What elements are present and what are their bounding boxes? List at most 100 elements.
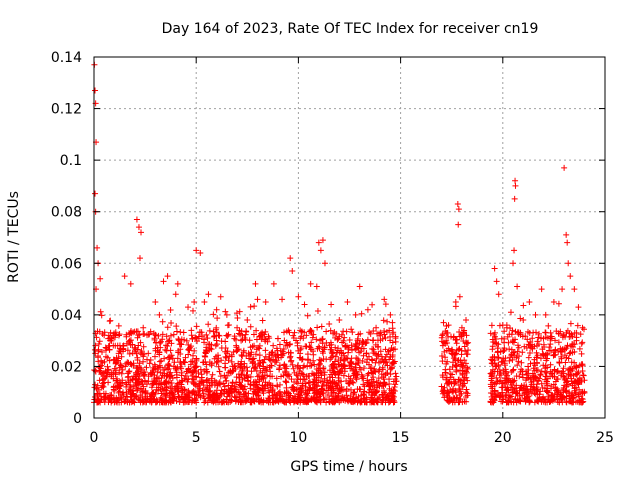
data-point bbox=[314, 307, 321, 314]
data-point bbox=[122, 396, 129, 403]
data-point bbox=[456, 293, 463, 300]
data-point bbox=[181, 386, 188, 393]
data-point bbox=[198, 378, 205, 385]
data-point bbox=[192, 389, 199, 396]
data-point bbox=[197, 329, 204, 336]
data-point bbox=[147, 328, 154, 335]
data-point bbox=[213, 324, 220, 331]
data-point bbox=[134, 379, 141, 386]
data-point bbox=[97, 308, 104, 315]
data-point bbox=[309, 334, 316, 341]
data-point bbox=[247, 303, 254, 310]
data-point bbox=[382, 346, 389, 353]
data-point bbox=[224, 333, 231, 340]
data-point bbox=[496, 366, 503, 373]
data-point bbox=[392, 335, 399, 342]
data-point bbox=[353, 376, 360, 383]
data-point bbox=[166, 373, 173, 380]
data-point bbox=[499, 389, 506, 396]
data-point bbox=[102, 368, 109, 375]
data-point bbox=[343, 328, 350, 335]
data-point bbox=[326, 398, 333, 405]
data-point bbox=[517, 315, 524, 322]
data-point bbox=[291, 369, 298, 376]
data-point bbox=[352, 374, 359, 381]
data-point bbox=[379, 364, 386, 371]
data-point bbox=[560, 365, 567, 372]
data-point bbox=[536, 391, 543, 398]
data-point bbox=[231, 386, 238, 393]
data-point bbox=[126, 382, 133, 389]
data-point bbox=[224, 393, 231, 400]
data-point bbox=[455, 206, 462, 213]
data-point bbox=[203, 366, 210, 373]
data-point bbox=[139, 351, 146, 358]
data-point bbox=[346, 362, 353, 369]
data-point bbox=[488, 377, 495, 384]
data-point bbox=[564, 239, 571, 246]
data-point bbox=[242, 389, 249, 396]
data-point bbox=[261, 356, 268, 363]
data-point bbox=[324, 391, 331, 398]
data-point bbox=[280, 397, 287, 404]
data-point bbox=[206, 327, 213, 334]
data-point bbox=[318, 385, 325, 392]
data-point bbox=[457, 388, 464, 395]
data-point bbox=[320, 355, 327, 362]
data-point bbox=[216, 368, 223, 375]
data-point bbox=[559, 334, 566, 341]
data-point bbox=[168, 340, 175, 347]
data-point bbox=[163, 333, 170, 340]
data-point bbox=[354, 371, 361, 378]
data-point bbox=[171, 359, 178, 366]
data-point bbox=[273, 345, 280, 352]
data-point bbox=[371, 365, 378, 372]
data-point bbox=[494, 345, 501, 352]
data-point bbox=[446, 378, 453, 385]
data-point bbox=[301, 376, 308, 383]
data-point bbox=[339, 368, 346, 375]
data-point bbox=[319, 382, 326, 389]
data-point bbox=[538, 368, 545, 375]
data-point bbox=[223, 388, 230, 395]
data-point bbox=[240, 386, 247, 393]
data-point bbox=[501, 339, 508, 346]
data-point bbox=[211, 333, 218, 340]
data-point bbox=[235, 371, 242, 378]
data-point bbox=[141, 368, 148, 375]
data-point bbox=[544, 387, 551, 394]
data-point bbox=[451, 399, 458, 406]
data-point bbox=[112, 384, 119, 391]
data-point bbox=[128, 394, 135, 401]
data-point bbox=[445, 379, 452, 386]
data-point bbox=[251, 388, 258, 395]
data-point bbox=[298, 356, 305, 363]
data-point bbox=[516, 398, 523, 405]
data-point bbox=[316, 356, 323, 363]
data-point bbox=[231, 333, 238, 340]
data-point bbox=[459, 367, 466, 374]
data-point bbox=[319, 335, 326, 342]
data-point bbox=[575, 304, 582, 311]
data-point bbox=[392, 370, 399, 377]
data-point bbox=[173, 323, 180, 330]
data-point bbox=[317, 391, 324, 398]
data-point bbox=[135, 332, 142, 339]
data-point bbox=[344, 298, 351, 305]
data-point bbox=[144, 356, 151, 363]
data-point bbox=[359, 341, 366, 348]
data-point bbox=[380, 317, 387, 324]
data-point bbox=[95, 353, 102, 360]
data-point bbox=[390, 386, 397, 393]
data-point bbox=[532, 374, 539, 381]
data-point bbox=[156, 396, 163, 403]
data-point bbox=[126, 350, 133, 357]
data-point bbox=[118, 370, 125, 377]
data-point bbox=[367, 394, 374, 401]
data-point bbox=[535, 377, 542, 384]
data-point bbox=[140, 358, 147, 365]
data-point bbox=[130, 329, 137, 336]
data-point bbox=[444, 392, 451, 399]
data-point bbox=[573, 371, 580, 378]
data-point bbox=[552, 347, 559, 354]
